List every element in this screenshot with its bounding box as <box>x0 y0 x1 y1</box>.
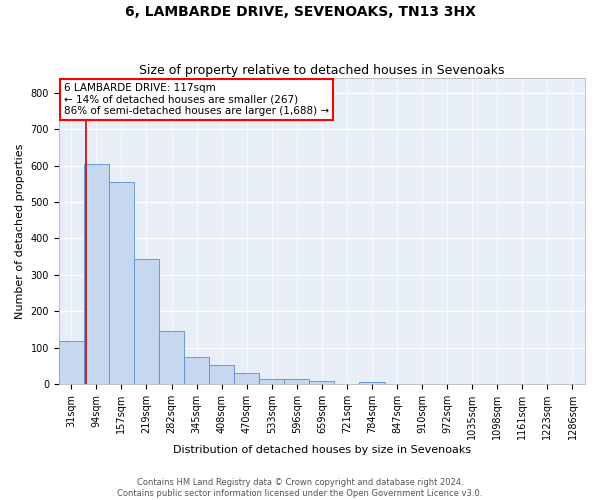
Bar <box>159 332 184 384</box>
Y-axis label: Number of detached properties: Number of detached properties <box>15 144 25 319</box>
Text: Contains HM Land Registry data © Crown copyright and database right 2024.
Contai: Contains HM Land Registry data © Crown c… <box>118 478 482 498</box>
Bar <box>259 379 284 384</box>
Bar <box>234 374 259 384</box>
Bar <box>134 258 159 384</box>
Bar <box>209 366 234 384</box>
Text: 6, LAMBARDE DRIVE, SEVENOAKS, TN13 3HX: 6, LAMBARDE DRIVE, SEVENOAKS, TN13 3HX <box>125 5 475 19</box>
Bar <box>359 382 385 384</box>
Text: 6 LAMBARDE DRIVE: 117sqm
← 14% of detached houses are smaller (267)
86% of semi-: 6 LAMBARDE DRIVE: 117sqm ← 14% of detach… <box>64 83 329 116</box>
Bar <box>109 182 134 384</box>
Bar <box>84 164 109 384</box>
Bar <box>284 380 310 384</box>
X-axis label: Distribution of detached houses by size in Sevenoaks: Distribution of detached houses by size … <box>173 445 471 455</box>
Bar <box>59 340 84 384</box>
Title: Size of property relative to detached houses in Sevenoaks: Size of property relative to detached ho… <box>139 64 505 77</box>
Bar <box>184 357 209 384</box>
Bar <box>310 380 334 384</box>
